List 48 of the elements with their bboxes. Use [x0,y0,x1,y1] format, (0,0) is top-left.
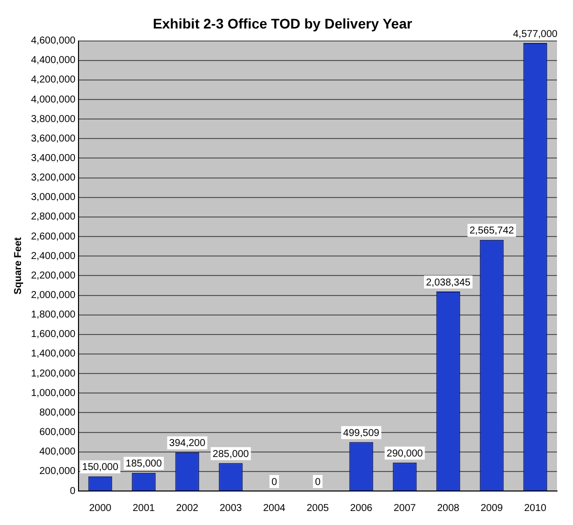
y-tick-label: 3,000,000 [30,192,76,204]
data-label: 2,565,742 [470,226,514,237]
data-label: 0 [314,476,321,488]
y-tick-label: 3,800,000 [30,114,76,125]
y-tick-label: 600,000 [39,427,76,438]
chart-title: Exhibit 2-3 Office TOD by Delivery Year [152,15,413,32]
y-tick-label: 400,000 [39,446,76,458]
x-tick-label: 2001 [132,502,156,514]
data-label: 150,000 [82,462,119,474]
y-tick-label: 2,200,000 [30,270,76,282]
y-tick-label: 1,400,000 [30,348,76,360]
data-label: 185,000 [126,458,162,470]
x-tick-label: 2000 [89,502,112,514]
y-tick-label: 2,000,000 [30,290,76,302]
data-label: 0 [271,476,278,488]
x-tick-label: 2009 [480,502,504,514]
data-label: 4,577,000 [513,28,558,40]
x-tick-label: 2006 [350,502,373,514]
data-label: 394,200 [169,438,206,450]
y-tick-label: 200,000 [39,466,76,478]
data-label: 499,509 [343,428,380,439]
x-tick-label: 2008 [437,502,460,514]
x-tick-label: 2003 [220,502,242,514]
y-axis-title: Square Feet [12,236,24,295]
y-tick-label: 3,200,000 [30,172,76,184]
data-label: 2,038,345 [426,277,471,288]
y-tick-label: 1,200,000 [30,368,76,380]
y-tick-label: 1,000,000 [30,388,76,399]
x-tick-label: 2007 [394,502,416,514]
y-tick-label: 2,800,000 [30,212,76,223]
y-tick-label: 4,400,000 [30,55,76,66]
data-label: 285,000 [212,448,250,460]
x-tick-label: 2010 [524,502,547,514]
data-label: 290,000 [386,448,424,460]
y-tick-label: 1,600,000 [30,329,76,340]
y-tick-label: 3,600,000 [30,133,76,144]
y-tick-label: 2,400,000 [30,250,76,262]
y-tick-label: 4,000,000 [30,94,76,106]
y-tick-label: 4,600,000 [30,36,76,47]
x-tick-label: 2005 [306,502,330,514]
y-tick-label: 2,600,000 [30,231,76,242]
y-tick-label: 800,000 [39,407,76,418]
x-tick-label: 2002 [176,502,199,514]
x-tick-label: 2004 [263,502,286,514]
y-tick-label: 3,400,000 [30,152,76,164]
y-tick-label: 1,800,000 [30,310,76,321]
y-tick-label: 0 [70,486,76,497]
y-tick-label: 4,200,000 [30,74,76,86]
